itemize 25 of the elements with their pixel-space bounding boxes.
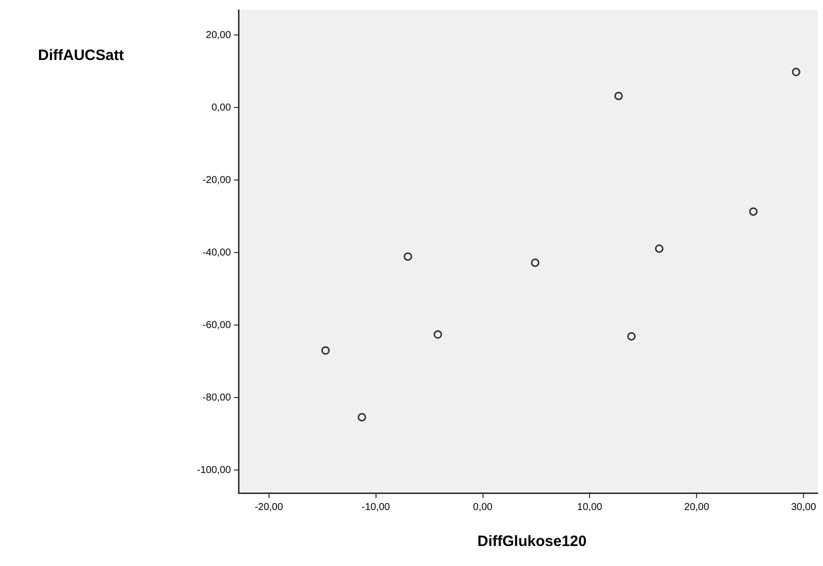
y-axis-title: DiffAUCSatt	[38, 47, 124, 64]
point	[627, 332, 636, 341]
point	[749, 207, 758, 216]
x-tick-label: -20,00	[254, 502, 284, 513]
point	[321, 346, 330, 355]
point	[792, 68, 800, 76]
y-tick-label: -60,00	[202, 320, 232, 331]
x-tick-label: 0,00	[473, 502, 493, 513]
x-tick-label: 20,00	[684, 502, 710, 513]
x-tick-label: -10,00	[362, 502, 390, 513]
x-tick-label: 30,00	[791, 502, 817, 513]
point	[654, 244, 664, 253]
y-tick-label: 20,00	[206, 30, 232, 41]
point	[530, 258, 540, 267]
point	[358, 412, 366, 422]
point	[434, 330, 442, 339]
y-tick-label: -100,00	[196, 464, 232, 476]
y-tick-label: -80,00	[202, 392, 232, 404]
y-tick-label: -20,00	[202, 174, 232, 186]
y-tick-label: 0,00	[211, 102, 232, 114]
y-tick-label: -40,00	[202, 247, 232, 258]
x-tick-label: 10,00	[577, 502, 603, 513]
x-axis-title: DiffGlukose120	[477, 533, 587, 550]
point	[404, 252, 412, 261]
point	[614, 92, 623, 100]
